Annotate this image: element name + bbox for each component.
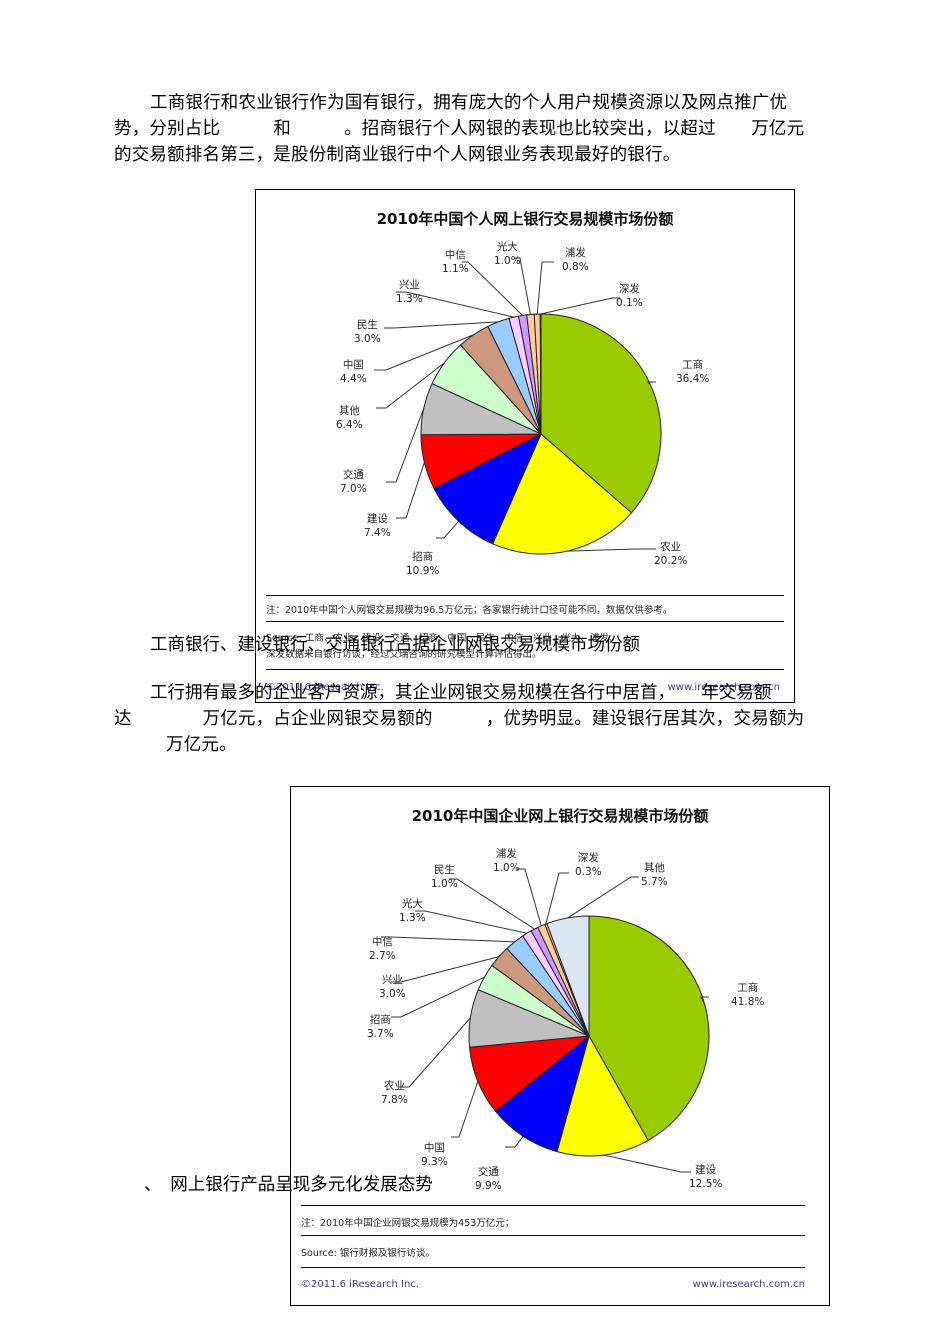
- paragraph-1-line-2: 势，分别占比 和 。招商银行个人网银的表现也比较突出，以超过 万亿元: [114, 119, 805, 139]
- divider: [301, 1267, 805, 1268]
- pie-label: 建设 7.4%: [364, 513, 391, 539]
- pie-label: 农业 20.2%: [654, 541, 688, 567]
- pie-label: 中信 2.7%: [369, 936, 396, 962]
- divider: [266, 595, 784, 596]
- paragraph-1-line-3: 的交易额排名第三，是股份制商业银行中个人网银业务表现最好的银行。: [114, 145, 681, 165]
- leader-line: [700, 996, 709, 1006]
- chart-2-title: 2010年中国企业网上银行交易规模市场份额: [411, 807, 709, 825]
- pie-label: 工商 41.8%: [731, 982, 765, 1008]
- leader-line: [436, 520, 459, 539]
- leader-line: [399, 1017, 471, 1088]
- chart-2-website: www.iresearch.com.cn: [692, 1279, 805, 1290]
- pie-label: 招商 3.7%: [367, 1014, 394, 1040]
- leader-line: [391, 956, 500, 983]
- leader-line: [386, 408, 425, 483]
- leader-line: [603, 1154, 691, 1173]
- pie-label: 民生 1.0%: [431, 864, 458, 890]
- pie-slice-2: [494, 1034, 590, 1153]
- pie-label: 兴业 3.0%: [379, 974, 406, 1000]
- pie-label: 中信 1.1%: [442, 249, 469, 275]
- leader-line: [505, 1135, 524, 1148]
- pie-slice-12: [546, 915, 590, 1037]
- leader-line: [415, 910, 528, 934]
- pie-label: 工商 36.4%: [676, 359, 710, 385]
- divider: [266, 669, 784, 670]
- pie-chart-2: [381, 868, 710, 1173]
- divider: [301, 1235, 805, 1236]
- leader-line: [517, 868, 542, 927]
- leader-line: [381, 936, 515, 943]
- chart-1-source-line-1: Source: 工商、农业、建设、交通、招商、中国、民生、中信、兴业、光大、浦发…: [266, 633, 619, 644]
- pie-label: 光大 1.3%: [399, 898, 426, 924]
- chart-2-source: Source: 银行财报及银行访谈。: [301, 1248, 435, 1259]
- leader-line: [391, 976, 485, 1018]
- leader-line: [514, 257, 531, 315]
- chart-2-note: 注：2010年中国企业网银交易规模为453万亿元；: [301, 1218, 515, 1229]
- pie-label: 深发 0.3%: [575, 852, 602, 878]
- leader-line: [449, 878, 535, 930]
- leader-line: [567, 876, 639, 919]
- leader-line: [540, 297, 620, 315]
- leader-line: [462, 261, 523, 316]
- pie-label: 其他 6.4%: [336, 405, 363, 431]
- pie-label: 建设 12.5%: [689, 1164, 723, 1190]
- chart-2-copyright: ©2011.6 iResearch Inc.: [301, 1279, 419, 1290]
- leader-line: [374, 334, 474, 371]
- leader-line: [451, 1081, 479, 1138]
- chart-personal-ebanking: 2010年中国个人网上银行交易规模市场份额 工商 36.4% 农业 20.2% 招商 10…: [255, 189, 795, 703]
- pie-label: 光大 1.0%: [494, 241, 521, 267]
- leader-line: [646, 381, 656, 385]
- divider: [301, 1205, 805, 1206]
- pie-label: 深发 0.1%: [616, 283, 643, 309]
- pie-label: 民生 3.0%: [354, 319, 381, 345]
- pie-label: 浦发 0.8%: [562, 247, 589, 273]
- pie-label: 交通 7.0%: [340, 469, 367, 495]
- leader-line: [384, 321, 499, 329]
- leader-line: [536, 261, 554, 315]
- chart-1-website: www.iresearch.com.cn: [667, 682, 780, 693]
- section-heading-3: 、 网上银行产品呈现多元化发展态势: [144, 1175, 433, 1195]
- leader-line: [567, 548, 656, 552]
- chart-1-title: 2010年中国个人网上银行交易规模市场份额: [376, 210, 674, 228]
- pie-label: 兴业 1.3%: [396, 279, 423, 305]
- chart-1-copyright: ©2011.6 iResearch Inc.: [266, 682, 384, 693]
- pie-label: 中国 4.4%: [340, 359, 367, 385]
- chart-1-source-line-2: 深发数据来自银行访谈，经过艾瑞咨询的研究模型计算评估得出。: [266, 649, 542, 660]
- leader-line: [396, 462, 425, 519]
- divider: [266, 621, 784, 622]
- pie-label: 农业 7.8%: [381, 1080, 408, 1106]
- pie-label: 招商 10.9%: [406, 551, 440, 577]
- pie-slice-1: [491, 433, 633, 555]
- pie-label: 交通 9.9%: [475, 1166, 502, 1192]
- paragraph-2-line-3: 万亿元。: [166, 735, 237, 755]
- paragraph-2-line-1: 工行拥有最多的企业客户资源，其企业网银交易规模在各行中居首， 年交易额: [150, 683, 772, 703]
- leader-line: [376, 362, 445, 409]
- leader-line: [545, 872, 569, 925]
- paragraph-2-line-2: 达 万亿元，占企业网银交易额的 ，优势明显。建设银行居其次，交易额为: [114, 709, 805, 729]
- paragraph-1-line-1: 工商银行和农业银行作为国有银行，拥有庞大的个人用户规模资源以及网点推广优: [150, 93, 788, 113]
- chart-1-note: 注：2010年中国个人网银交易规模为96.5万亿元；各家银行统计口径可能不同，数…: [266, 605, 673, 616]
- pie-chart-1: [374, 257, 662, 555]
- leader-line: [396, 291, 514, 318]
- pie-label: 中国 9.3%: [421, 1142, 448, 1168]
- pie-slice-1: [556, 1034, 649, 1157]
- chart-corporate-ebanking: 2010年中国企业网上银行交易规模市场份额 工商 41.8% 建设 12.5% 交通 9.…: [290, 786, 830, 1306]
- pie-label: 其他 5.7%: [641, 862, 668, 888]
- section-heading-2: 工商银行、建设银行、交通银行占据企业网银交易规模市场份额: [150, 635, 640, 655]
- pie-label: 浦发 1.0%: [493, 848, 520, 874]
